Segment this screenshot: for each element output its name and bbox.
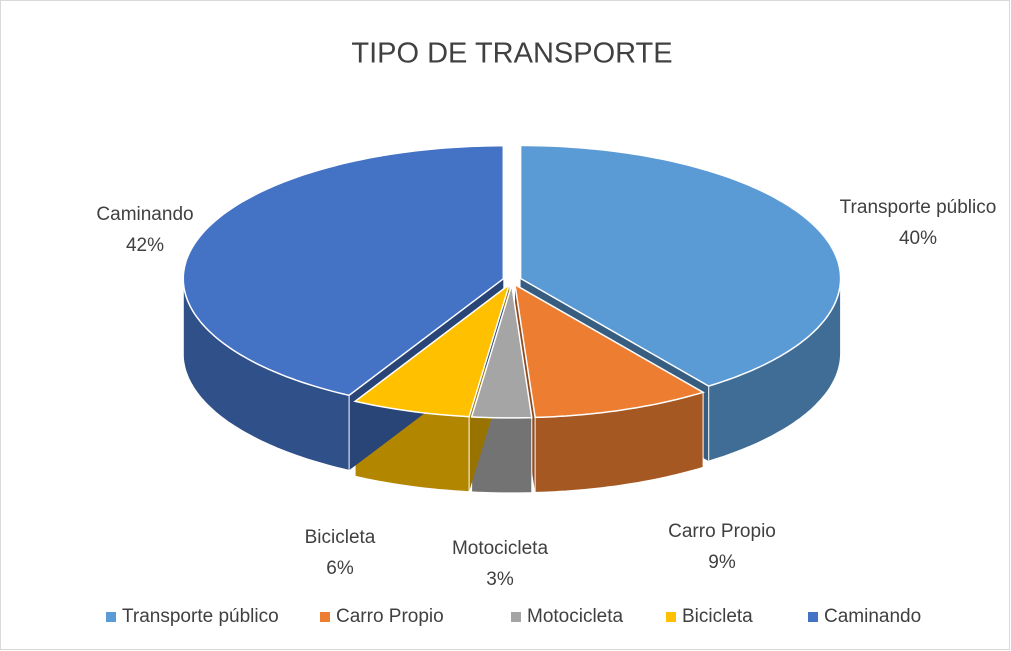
legend-label: Motocicleta: [527, 606, 624, 627]
data-label-value: 40%: [899, 228, 937, 249]
slice-top: [353, 282, 511, 418]
data-label-name: Bicicleta: [305, 527, 376, 548]
data-label-name: Transporte público: [840, 197, 997, 218]
legend-label: Caminando: [824, 606, 921, 627]
legend-swatch: [511, 612, 521, 622]
data-label-name: Caminando: [96, 204, 193, 225]
data-label-value: 3%: [486, 569, 514, 590]
slice-top: [514, 283, 705, 419]
data-label-value: 6%: [326, 558, 354, 579]
legend-label: Bicicleta: [682, 606, 753, 627]
data-label-value: 9%: [708, 552, 736, 573]
slice-top: [182, 145, 505, 397]
chart-title: TIPO DE TRANSPORTE: [351, 38, 672, 70]
legend-label: Carro Propio: [336, 606, 444, 627]
legend-swatch: [106, 612, 116, 622]
legend-swatch: [320, 612, 330, 622]
slice-top: [470, 284, 533, 419]
slice-top: [519, 144, 842, 387]
data-label-name: Carro Propio: [668, 521, 776, 542]
data-label-name: Motocicleta: [452, 538, 549, 559]
data-label-value: 42%: [126, 235, 164, 256]
legend-label: Transporte público: [122, 606, 279, 627]
legend-swatch: [666, 612, 676, 622]
legend-swatch: [808, 612, 818, 622]
